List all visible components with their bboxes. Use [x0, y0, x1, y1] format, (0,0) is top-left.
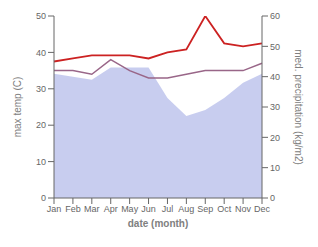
svg-text:Dec: Dec: [254, 204, 271, 214]
svg-text:30: 30: [270, 102, 280, 112]
svg-text:Sep: Sep: [197, 204, 213, 214]
svg-text:May: May: [121, 204, 139, 214]
svg-text:Jun: Jun: [141, 204, 156, 214]
svg-text:10: 10: [36, 157, 46, 167]
svg-text:0: 0: [41, 193, 46, 203]
svg-text:Jan: Jan: [47, 204, 62, 214]
svg-text:0: 0: [270, 193, 275, 203]
svg-text:60: 60: [270, 11, 280, 21]
svg-text:50: 50: [36, 11, 46, 21]
svg-text:Oct: Oct: [217, 204, 232, 214]
svg-text:30: 30: [36, 84, 46, 94]
svg-text:50: 50: [270, 42, 280, 52]
svg-text:Aug: Aug: [178, 204, 194, 214]
svg-text:Feb: Feb: [65, 204, 81, 214]
svg-text:Jul: Jul: [162, 204, 174, 214]
svg-text:20: 20: [36, 120, 46, 130]
svg-text:20: 20: [270, 133, 280, 143]
svg-text:date (month): date (month): [128, 218, 189, 229]
svg-text:Mar: Mar: [84, 204, 100, 214]
svg-text:40: 40: [36, 48, 46, 58]
svg-text:max temp (C): max temp (C): [12, 77, 23, 138]
svg-text:Nov: Nov: [235, 204, 252, 214]
svg-text:10: 10: [270, 163, 280, 173]
svg-text:Apr: Apr: [104, 204, 118, 214]
svg-text:40: 40: [270, 72, 280, 82]
svg-text:med. precipitation (kg/m2): med. precipitation (kg/m2): [293, 49, 304, 165]
